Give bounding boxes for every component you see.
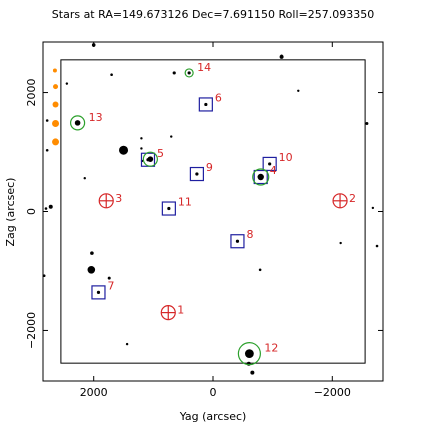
- acq-star-11: [167, 206, 171, 211]
- fid-label-1: 1: [177, 304, 184, 317]
- field-star-7: [297, 89, 300, 92]
- guide-ring-4: [252, 168, 270, 186]
- field-star-11: [140, 147, 143, 150]
- field-star-18: [375, 244, 379, 248]
- acq-box-9: [189, 166, 204, 182]
- field-star-23: [107, 276, 111, 280]
- field-star-15: [48, 204, 53, 209]
- fid-label-2: 2: [349, 192, 356, 205]
- field-star-3: [172, 71, 176, 75]
- guide-label-13: 13: [89, 111, 103, 124]
- guide-label-14: 14: [197, 61, 211, 74]
- acq-star-9: [195, 172, 199, 176]
- guide-star-4: [257, 173, 264, 181]
- acq-label-4: 4: [270, 164, 277, 177]
- field-star-24: [258, 268, 262, 272]
- bad-stars-layer: [52, 68, 60, 146]
- acq-label-5: 5: [157, 147, 164, 160]
- field-star-8: [365, 121, 369, 125]
- x-tick-label--2000: −2000: [314, 386, 351, 399]
- guide-ring-13: [69, 115, 86, 131]
- y-axis-label: Zag (arcsec): [4, 178, 17, 247]
- y-tick-label-0: 0: [25, 208, 38, 215]
- acq-label-11: 11: [178, 196, 192, 209]
- fov-box: [60, 59, 366, 364]
- field-star-2: [110, 73, 113, 77]
- field-star-9: [140, 137, 143, 140]
- guide-star-13: [74, 120, 81, 126]
- field-star-13: [45, 148, 49, 152]
- acq-label-8: 8: [246, 228, 253, 241]
- guide-ring-5: [142, 151, 158, 167]
- fid-lights-layer: [98, 193, 348, 321]
- guide-ring-14: [184, 68, 194, 78]
- acq-box-6: [198, 97, 213, 112]
- acq-box-11: [161, 201, 176, 216]
- bad-star-1: [52, 68, 57, 73]
- y-ticks: 2000 0 −2000: [25, 79, 383, 349]
- field-star-21: [87, 265, 96, 274]
- acq-star-7: [96, 290, 101, 294]
- bad-star-4: [52, 119, 60, 127]
- chart-title: Stars at RA=149.673126 Dec=7.691150 Roll…: [52, 8, 374, 21]
- y-tick-label-2000: 2000: [25, 79, 38, 107]
- field-star-5: [65, 82, 69, 85]
- fov-box-layer: [60, 59, 366, 364]
- x-tick-label-0: 0: [210, 386, 217, 399]
- guide-label-12: 12: [264, 342, 278, 355]
- acq-box-4: [253, 169, 268, 185]
- acq-label-10: 10: [279, 151, 293, 164]
- field-star-27: [250, 370, 255, 375]
- fid-label-3: 3: [115, 192, 122, 205]
- field-star-25: [125, 342, 129, 346]
- field-star-10: [119, 145, 129, 155]
- field-star-29: [280, 54, 283, 57]
- x-tick-label-2000: 2000: [80, 386, 108, 399]
- guide-star-12: [244, 349, 254, 359]
- field-star-16: [44, 207, 48, 210]
- guide-star-14: [187, 71, 191, 75]
- acq-box-10: [262, 156, 277, 172]
- acq-label-9: 9: [206, 161, 213, 174]
- field-star-6: [45, 119, 49, 122]
- bad-star-5: [52, 138, 60, 146]
- field-star-17: [371, 206, 375, 210]
- field-star-22: [42, 274, 46, 278]
- guide-star-5: [147, 156, 154, 162]
- bad-star-3: [52, 101, 59, 108]
- acq-box-7: [91, 285, 106, 300]
- guide-stars-layer: [69, 68, 270, 366]
- acq-label-6: 6: [215, 91, 222, 104]
- field-star-14: [83, 176, 86, 180]
- field-star-20: [90, 251, 94, 255]
- acq-box-8: [230, 234, 245, 249]
- y-tick-label--2000: −2000: [25, 312, 38, 349]
- x-axis-label: Yag (arcsec): [179, 410, 247, 423]
- field-star-19: [339, 241, 342, 245]
- acq-star-8: [235, 239, 240, 243]
- acq-label-7: 7: [107, 279, 114, 292]
- bad-star-2: [53, 84, 59, 90]
- x-ticks: 2000 0 −2000: [80, 42, 351, 399]
- acq-star-6: [204, 102, 208, 107]
- field-star-12: [170, 135, 173, 138]
- acq-star-10: [268, 162, 272, 166]
- guide-ring-12: [237, 342, 261, 366]
- field-stars-layer: [42, 43, 379, 375]
